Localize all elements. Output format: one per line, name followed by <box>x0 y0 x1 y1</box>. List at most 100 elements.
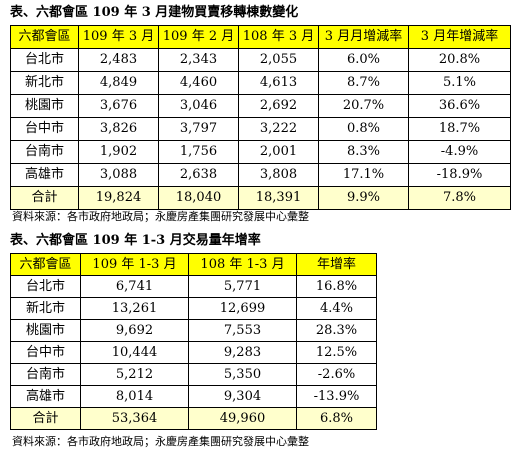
region-cell: 新北市 <box>10 71 79 95</box>
value-cell: 4,849 <box>78 71 159 95</box>
value-cell: 2,638 <box>158 163 239 187</box>
value-cell: 1,902 <box>78 140 159 164</box>
region-cell: 高雄市 <box>10 163 79 187</box>
table-row: 台中市 10,444 9,283 12.5% <box>10 341 377 364</box>
value-cell: 2,343 <box>158 48 239 72</box>
value-cell: 36.6% <box>408 94 511 118</box>
column-header: 年增率 <box>296 253 377 276</box>
table-row: 台南市 5,212 5,350 -2.6% <box>10 363 377 386</box>
table-header-row: 六都會區 109 年 1-3 月 108 年 1-3 月 年增率 <box>10 253 377 276</box>
region-cell: 台南市 <box>10 363 81 386</box>
value-cell: 8.3% <box>318 140 409 164</box>
value-cell: -18.9% <box>408 163 511 187</box>
value-cell: 1,756 <box>158 140 239 164</box>
value-cell: 16.8% <box>296 275 377 298</box>
value-cell: 2,001 <box>238 140 319 164</box>
value-cell: 8.7% <box>318 71 409 95</box>
value-cell: 4,460 <box>158 71 239 95</box>
column-header: 109 年 3 月 <box>78 25 159 49</box>
value-cell: 6.0% <box>318 48 409 72</box>
value-cell: 18.7% <box>408 117 511 141</box>
value-cell: 12.5% <box>296 341 377 364</box>
total-row: 合計 53,364 49,960 6.8% <box>10 407 377 430</box>
table2-source: 資料來源：各市政府地政局；永慶房產集團研究發展中心彙整 <box>12 435 309 448</box>
table-row: 高雄市 8,014 9,304 -13.9% <box>10 385 377 408</box>
value-cell: 19,824 <box>78 186 159 210</box>
value-cell: 5,212 <box>80 363 189 386</box>
value-cell: -13.9% <box>296 385 377 408</box>
value-cell: 6,741 <box>80 275 189 298</box>
value-cell: 28.3% <box>296 319 377 342</box>
value-cell: 12,699 <box>188 297 297 320</box>
region-cell: 新北市 <box>10 297 81 320</box>
column-header: 六都會區 <box>10 25 79 49</box>
value-cell: 20.7% <box>318 94 409 118</box>
total-row: 合計 19,824 18,040 18,391 9.9% 7.8% <box>10 186 511 210</box>
region-cell: 桃園市 <box>10 319 81 342</box>
value-cell: 9.9% <box>318 186 409 210</box>
column-header: 109 年 1-3 月 <box>80 253 189 276</box>
table-row: 新北市 4,849 4,460 4,613 8.7% 5.1% <box>10 71 511 95</box>
region-cell: 台南市 <box>10 140 79 164</box>
value-cell: 13,261 <box>80 297 189 320</box>
region-cell: 合計 <box>10 186 79 210</box>
table-row: 桃園市 9,692 7,553 28.3% <box>10 319 377 342</box>
region-cell: 台中市 <box>10 341 81 364</box>
column-header: 六都會區 <box>10 253 81 276</box>
table1-caption: 表、六都會區 109 年 3 月建物買賣移轉棟數變化 <box>10 5 299 20</box>
value-cell: 7,553 <box>188 319 297 342</box>
value-cell: 3,676 <box>78 94 159 118</box>
ytd-transaction-table: 六都會區 109 年 1-3 月 108 年 1-3 月 年增率 台北市 6,74… <box>10 253 377 430</box>
value-cell: 2,055 <box>238 48 319 72</box>
table-row: 台中市 3,826 3,797 3,222 0.8% 18.7% <box>10 117 511 141</box>
table-row: 高雄市 3,088 2,638 3,808 17.1% -18.9% <box>10 163 511 187</box>
region-cell: 高雄市 <box>10 385 81 408</box>
value-cell: 9,304 <box>188 385 297 408</box>
column-header: 108 年 1-3 月 <box>188 253 297 276</box>
table1-source: 資料來源：各市政府地政局；永慶房產集團研究發展中心彙整 <box>12 210 309 223</box>
table2-caption: 表、六都會區 109 年 1-3 月交易量年增率 <box>10 233 261 248</box>
value-cell: 10,444 <box>80 341 189 364</box>
value-cell: 18,391 <box>238 186 319 210</box>
value-cell: -4.9% <box>408 140 511 164</box>
value-cell: 2,483 <box>78 48 159 72</box>
value-cell: 4.4% <box>296 297 377 320</box>
value-cell: 3,222 <box>238 117 319 141</box>
value-cell: 0.8% <box>318 117 409 141</box>
value-cell: 17.1% <box>318 163 409 187</box>
table-row: 桃園市 3,676 3,046 2,692 20.7% 36.6% <box>10 94 511 118</box>
value-cell: 4,613 <box>238 71 319 95</box>
table-row: 台北市 2,483 2,343 2,055 6.0% 20.8% <box>10 48 511 72</box>
value-cell: 3,797 <box>158 117 239 141</box>
value-cell: 49,960 <box>188 407 297 430</box>
value-cell: 3,826 <box>78 117 159 141</box>
table-row: 台北市 6,741 5,771 16.8% <box>10 275 377 298</box>
table-row: 台南市 1,902 1,756 2,001 8.3% -4.9% <box>10 140 511 164</box>
value-cell: 3,808 <box>238 163 319 187</box>
value-cell: 5.1% <box>408 71 511 95</box>
value-cell: 8,014 <box>80 385 189 408</box>
monthly-transfer-table: 六都會區 109 年 3 月 109 年 2 月 108 年 3 月 3 月月增… <box>10 25 511 210</box>
value-cell: 9,283 <box>188 341 297 364</box>
value-cell: 7.8% <box>408 186 511 210</box>
value-cell: 2,692 <box>238 94 319 118</box>
value-cell: 3,046 <box>158 94 239 118</box>
region-cell: 桃園市 <box>10 94 79 118</box>
value-cell: 53,364 <box>80 407 189 430</box>
value-cell: 18,040 <box>158 186 239 210</box>
value-cell: 5,771 <box>188 275 297 298</box>
value-cell: -2.6% <box>296 363 377 386</box>
column-header: 109 年 2 月 <box>158 25 239 49</box>
value-cell: 9,692 <box>80 319 189 342</box>
value-cell: 6.8% <box>296 407 377 430</box>
table-row: 新北市 13,261 12,699 4.4% <box>10 297 377 320</box>
column-header: 108 年 3 月 <box>238 25 319 49</box>
region-cell: 台中市 <box>10 117 79 141</box>
region-cell: 台北市 <box>10 48 79 72</box>
value-cell: 3,088 <box>78 163 159 187</box>
value-cell: 5,350 <box>188 363 297 386</box>
region-cell: 台北市 <box>10 275 81 298</box>
value-cell: 20.8% <box>408 48 511 72</box>
region-cell: 合計 <box>10 407 81 430</box>
table-header-row: 六都會區 109 年 3 月 109 年 2 月 108 年 3 月 3 月月增… <box>10 25 511 49</box>
